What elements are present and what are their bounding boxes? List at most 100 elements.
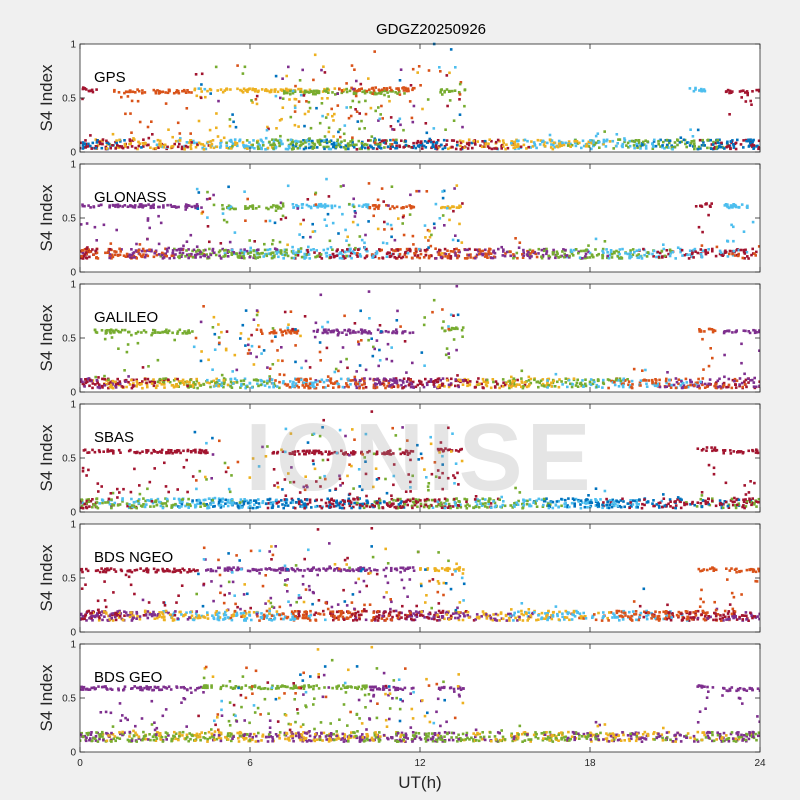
y-tick-label: 0 xyxy=(70,388,76,399)
baseline-point xyxy=(416,140,420,144)
baseline-point xyxy=(195,141,199,145)
baseline-point xyxy=(118,145,122,148)
baseline-point xyxy=(252,139,255,142)
baseline-point xyxy=(244,386,247,390)
baseline-point xyxy=(528,253,531,257)
baseline-point xyxy=(621,385,625,389)
baseline-point xyxy=(644,379,648,382)
scatter-point xyxy=(134,249,138,252)
baseline-point xyxy=(689,503,692,506)
baseline-point xyxy=(358,386,361,390)
baseline-point xyxy=(512,253,515,256)
baseline-point xyxy=(272,501,275,504)
baseline-point xyxy=(165,248,169,251)
baseline-point xyxy=(639,147,642,150)
baseline-point xyxy=(424,253,428,257)
scatter-point xyxy=(343,88,346,92)
baseline-point xyxy=(463,497,466,501)
baseline-point xyxy=(372,146,375,150)
baseline-point xyxy=(111,132,115,136)
scatter-point xyxy=(255,102,259,106)
baseline-point xyxy=(305,503,308,506)
baseline-point xyxy=(474,255,478,259)
scatter-point xyxy=(286,243,289,247)
baseline-point xyxy=(739,143,743,146)
baseline-point xyxy=(108,385,112,389)
baseline-point xyxy=(592,139,595,142)
baseline-point xyxy=(645,382,648,386)
scatter-point xyxy=(354,246,357,250)
baseline-point xyxy=(208,381,212,385)
baseline-point xyxy=(631,248,635,251)
high-band-point xyxy=(255,207,258,210)
baseline-point xyxy=(466,378,470,382)
baseline-point xyxy=(454,384,457,388)
baseline-point xyxy=(90,147,93,150)
high-band-point xyxy=(394,91,397,94)
baseline-point xyxy=(431,143,435,146)
baseline-point xyxy=(682,138,686,142)
baseline-point xyxy=(560,380,563,383)
scatter-point xyxy=(701,230,704,234)
baseline-point xyxy=(270,378,274,381)
baseline-point xyxy=(720,141,723,145)
baseline-point xyxy=(148,499,152,502)
baseline-point xyxy=(528,503,531,506)
high-band-point xyxy=(405,89,408,93)
baseline-point xyxy=(547,377,551,381)
baseline-point xyxy=(249,249,252,253)
baseline-point xyxy=(178,506,181,509)
baseline-point xyxy=(602,140,606,144)
baseline-point xyxy=(159,504,163,508)
high-band-point xyxy=(121,205,124,208)
baseline-point xyxy=(391,145,394,149)
baseline-point xyxy=(292,256,296,260)
baseline-point xyxy=(105,147,109,150)
baseline-point xyxy=(331,252,335,256)
baseline-point xyxy=(395,499,398,502)
baseline-point xyxy=(95,145,98,148)
scatter-point xyxy=(318,341,322,344)
baseline-point xyxy=(222,504,225,508)
baseline-point xyxy=(352,145,356,149)
baseline-point xyxy=(146,249,149,252)
high-band-point xyxy=(141,91,144,95)
baseline-point xyxy=(665,381,668,385)
scatter-point xyxy=(244,344,247,347)
baseline-point xyxy=(180,505,183,508)
baseline-point xyxy=(272,382,276,385)
baseline-point xyxy=(294,144,298,148)
baseline-point xyxy=(293,506,297,510)
baseline-point xyxy=(521,253,524,256)
baseline-point xyxy=(468,383,471,387)
baseline-point xyxy=(396,498,400,502)
scatter-point xyxy=(383,220,386,224)
scatter-point xyxy=(449,313,453,317)
baseline-point xyxy=(305,378,308,382)
high-band-point xyxy=(227,204,231,207)
baseline-point xyxy=(381,506,385,510)
baseline-point xyxy=(309,146,313,149)
scatter-point xyxy=(380,104,383,108)
baseline-point xyxy=(582,144,586,148)
baseline-point xyxy=(484,248,487,252)
baseline-point xyxy=(328,489,332,492)
high-band-point xyxy=(134,204,137,207)
baseline-point xyxy=(436,139,440,142)
high-band-point xyxy=(244,205,247,208)
high-band-point xyxy=(317,91,321,95)
baseline-point xyxy=(342,257,346,260)
baseline-point xyxy=(672,383,676,387)
high-band-point xyxy=(83,204,86,208)
baseline-point xyxy=(111,491,115,495)
scatter-point xyxy=(356,223,360,227)
scatter-point xyxy=(279,96,282,100)
scatter-point xyxy=(372,214,375,218)
high-band-point xyxy=(285,89,289,93)
baseline-point xyxy=(101,377,104,381)
baseline-point xyxy=(272,251,275,254)
baseline-point xyxy=(472,256,475,260)
baseline-point xyxy=(394,146,397,150)
baseline-point xyxy=(372,254,375,258)
